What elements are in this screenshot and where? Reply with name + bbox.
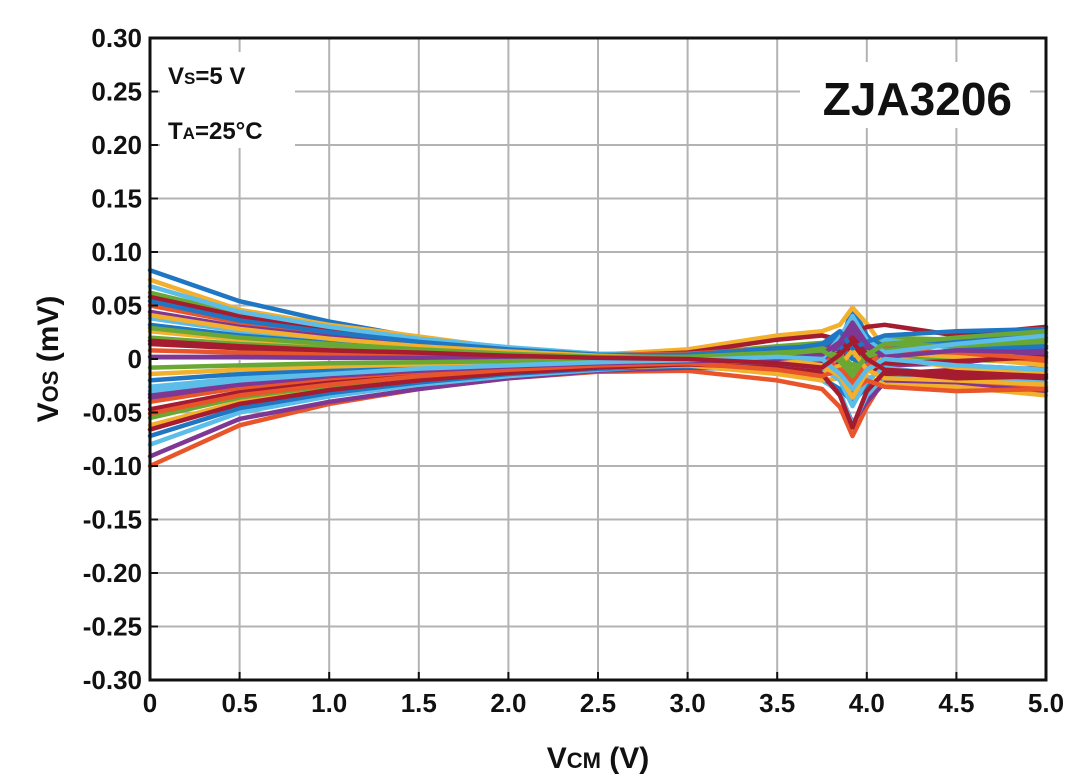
y-tick-label: 0.15 bbox=[91, 184, 142, 214]
x-tick-label: 5.0 bbox=[1028, 688, 1064, 718]
x-tick-label: 1.0 bbox=[311, 688, 347, 718]
y-tick-label: -0.10 bbox=[83, 451, 142, 481]
y-tick-label: 0.10 bbox=[91, 237, 142, 267]
x-tick-label: 1.5 bbox=[401, 688, 437, 718]
annotation-supply: VS=5 V bbox=[168, 63, 245, 90]
x-tick-label: 0.5 bbox=[222, 688, 258, 718]
y-tick-label: 0.30 bbox=[91, 23, 142, 53]
y-axis-title: VOS (mV) bbox=[32, 296, 65, 423]
annotation-temperature: TA=25°C bbox=[168, 118, 263, 145]
y-tick-label: -0.05 bbox=[83, 398, 142, 428]
series-line-unit-34 bbox=[147, 354, 1049, 394]
x-tick-label: 4.0 bbox=[849, 688, 885, 718]
x-tick-labels: 0 0.5 1.0 1.5 2.0 2.5 3.0 3.5 4.0 4.5 5.0 bbox=[143, 688, 1064, 718]
y-tick-label: 0.20 bbox=[91, 130, 142, 160]
series-line-unit-30 bbox=[147, 361, 1049, 416]
y-tick-label: -0.30 bbox=[83, 665, 142, 695]
y-tick-label: 0.05 bbox=[91, 291, 142, 321]
x-tick-label: 0 bbox=[143, 688, 157, 718]
chart-title: ZJA3206 bbox=[823, 73, 1012, 125]
x-tick-label: 2.0 bbox=[490, 688, 526, 718]
x-tick-label: 3.5 bbox=[759, 688, 795, 718]
y-tick-label: -0.15 bbox=[83, 505, 142, 535]
y-tick-label: -0.25 bbox=[83, 612, 142, 642]
series-line-unit-33 bbox=[147, 325, 1049, 379]
y-tick-label: 0 bbox=[128, 344, 142, 374]
x-tick-label: 4.5 bbox=[938, 688, 974, 718]
x-tick-label: 2.5 bbox=[580, 688, 616, 718]
annotation-background bbox=[160, 52, 295, 148]
y-tick-label: 0.25 bbox=[91, 77, 142, 107]
y-tick-label: -0.20 bbox=[83, 558, 142, 588]
x-tick-label: 3.0 bbox=[670, 688, 706, 718]
title-background bbox=[800, 62, 1030, 128]
series-line-unit-35 bbox=[147, 338, 1049, 381]
tick-marks bbox=[149, 37, 1047, 681]
y-tick-labels: 0.30 0.25 0.20 0.15 0.10 0.05 0 -0.05 -0.10 -0.15… bbox=[83, 23, 142, 695]
x-axis-title: VCM (V) bbox=[547, 742, 650, 775]
series-lines bbox=[147, 267, 1049, 469]
